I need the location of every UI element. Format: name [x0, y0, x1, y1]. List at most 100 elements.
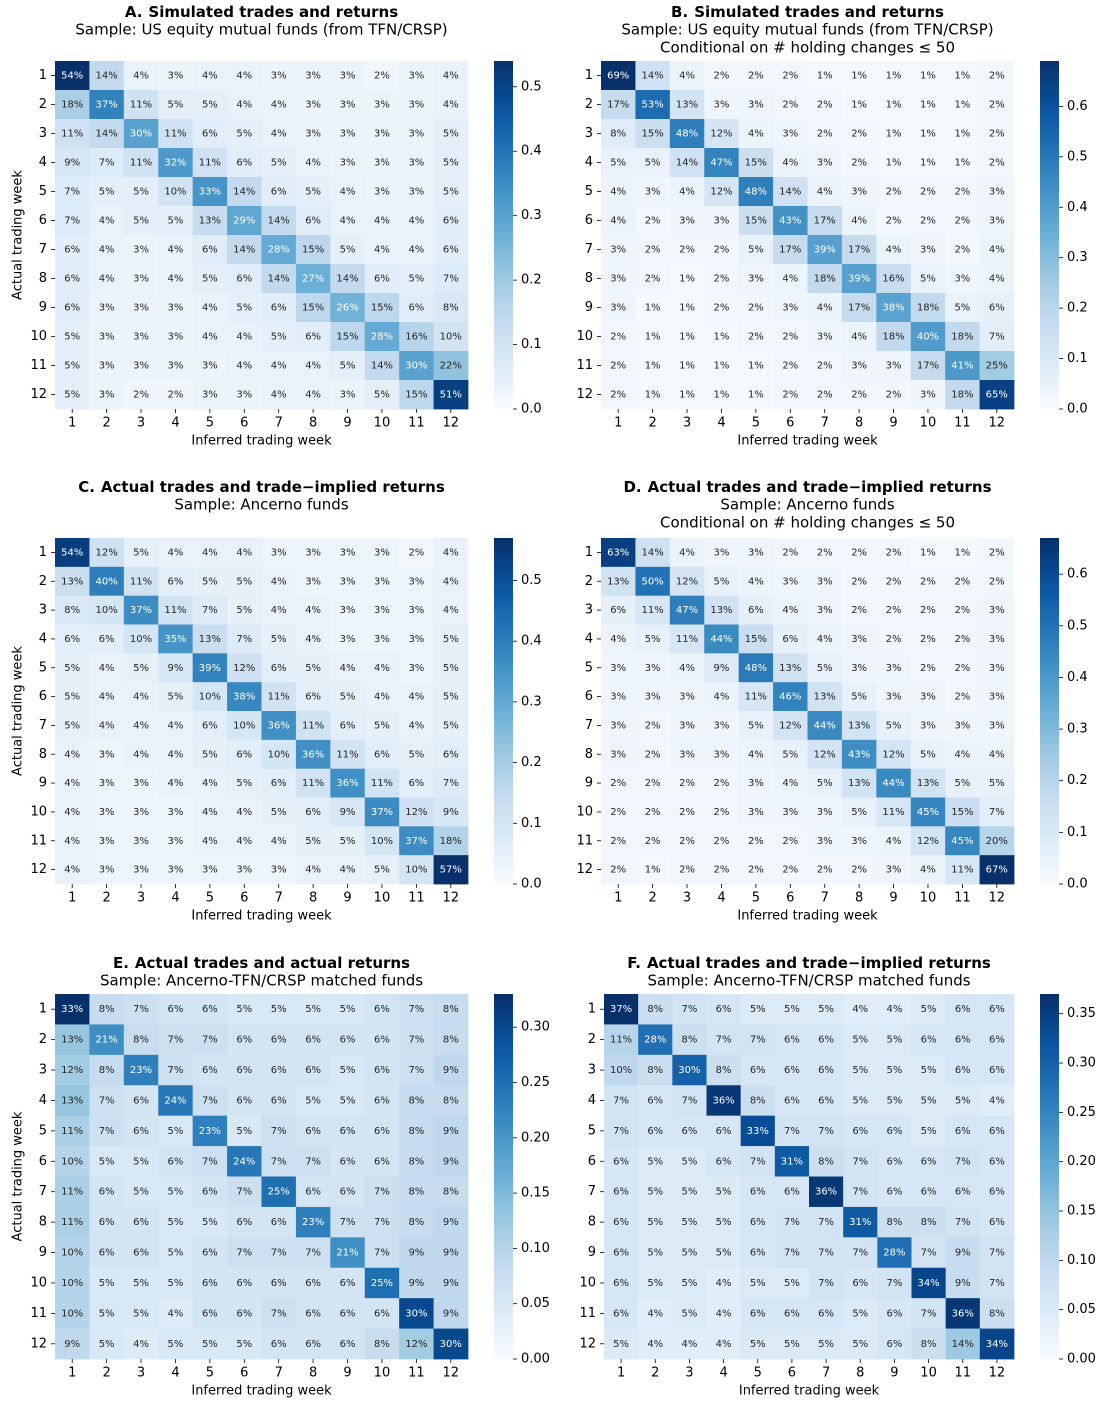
heatmap-cell: [89, 1328, 125, 1360]
x-tick-label: 11: [408, 1366, 425, 1381]
heatmap-cell: [809, 1328, 844, 1360]
heatmap-cell: [807, 797, 843, 827]
heatmap-cell: [843, 1267, 878, 1299]
cell-label: 6%: [99, 634, 115, 645]
cell-label: 13%: [917, 778, 939, 789]
cell-label: 5%: [64, 692, 80, 703]
heatmap-cell: [843, 994, 878, 1025]
heatmap-cell: [89, 1176, 125, 1208]
heatmap-cell: [158, 1176, 194, 1208]
heatmap-cell: [399, 1298, 434, 1329]
heatmap-cell: [704, 148, 740, 178]
x-tick-label: 11: [954, 416, 971, 431]
cell-label: 5%: [305, 836, 321, 847]
cell-label: 18%: [951, 390, 973, 401]
cell-label: 6%: [202, 720, 218, 731]
cell-label: 6%: [236, 158, 252, 169]
cell-label: 6%: [818, 1095, 834, 1106]
y-tick-label: 3: [585, 126, 593, 141]
cell-label: 5%: [236, 303, 252, 314]
heatmap-cell: [635, 797, 671, 827]
heatmap-cell: [638, 1176, 673, 1208]
heatmap-cell: [89, 855, 125, 885]
heatmap-cell: [876, 826, 912, 856]
colorbar-tick-label: 0.05: [521, 1296, 550, 1311]
y-tick-label: 8: [39, 1215, 47, 1230]
heatmap-cell: [433, 797, 469, 827]
heatmap-cell: [433, 711, 469, 741]
cell-label: 6%: [236, 1278, 252, 1289]
cell-label: 7%: [681, 1095, 697, 1106]
cell-label: 1%: [920, 547, 936, 558]
cell-label: 6%: [750, 1248, 766, 1259]
cell-label: 6%: [818, 1308, 834, 1319]
heatmap-cell: [740, 1115, 776, 1147]
colorbar-tick-label: 0.3: [1067, 250, 1088, 265]
cell-label: 2%: [782, 836, 798, 847]
heatmap-cell: [807, 855, 843, 885]
cell-label: 4%: [168, 720, 184, 731]
cell-label: 12%: [779, 720, 801, 731]
cell-label: 3%: [168, 303, 184, 314]
cell-label: 4%: [99, 245, 115, 256]
cell-label: 5%: [271, 158, 287, 169]
cell-label: 7%: [613, 1126, 629, 1137]
panel-title: D. Actual trades and trade−implied return…: [623, 478, 991, 496]
cell-label: 2%: [886, 216, 902, 227]
heatmap-cell: [910, 235, 946, 265]
x-tick-label: 8: [856, 1366, 864, 1381]
cell-label: 5%: [408, 749, 424, 760]
heatmap-cell: [911, 994, 947, 1025]
heatmap-cell: [295, 264, 331, 294]
cell-label: 30%: [405, 1308, 427, 1319]
cell-label: 6%: [750, 1065, 766, 1076]
cell-label: 6%: [750, 1308, 766, 1319]
cell-label: 5%: [852, 1095, 868, 1106]
cell-label: 5%: [271, 634, 287, 645]
x-tick-label: 3: [683, 891, 691, 906]
cell-label: 2%: [817, 100, 833, 111]
cell-label: 5%: [374, 865, 390, 876]
heatmap-cell: [669, 624, 705, 654]
heatmap-cell: [841, 826, 877, 856]
heatmap-cell: [399, 61, 434, 91]
cell-label: 37%: [610, 1004, 632, 1015]
heatmap-cell: [123, 1146, 159, 1177]
x-tick-label: 3: [683, 416, 691, 431]
heatmap-cell: [774, 1328, 810, 1360]
heatmap-cell: [295, 322, 331, 352]
cell-label: 2%: [714, 303, 730, 314]
heatmap-cell: [945, 61, 980, 91]
cell-label: 6%: [99, 1217, 115, 1228]
cell-label: 1%: [851, 71, 867, 82]
cell-label: 3%: [679, 749, 695, 760]
heatmap-cell: [261, 797, 297, 827]
heatmap-cell: [433, 595, 469, 625]
heatmap-cell: [669, 264, 705, 294]
cell-label: 5%: [271, 807, 287, 818]
heatmap-cell: [261, 682, 297, 712]
cell-label: 3%: [817, 332, 833, 343]
cell-label: 2%: [851, 158, 867, 169]
cell-label: 3%: [99, 807, 115, 818]
cell-label: 2%: [851, 547, 867, 558]
heatmap-cell: [841, 739, 877, 770]
cell-label: 4%: [748, 129, 764, 140]
heatmap-cell: [227, 1298, 262, 1329]
cell-label: 3%: [748, 807, 764, 818]
heatmap-cell: [876, 711, 912, 741]
x-tick-label: 2: [102, 416, 110, 431]
cell-label: 10%: [610, 1065, 632, 1076]
heatmap-cell: [55, 1237, 90, 1269]
cell-label: 4%: [374, 663, 390, 674]
heatmap-cell: [638, 1024, 673, 1056]
cell-label: 4%: [374, 245, 390, 256]
heatmap-cell: [295, 380, 331, 410]
cell-label: 4%: [236, 836, 252, 847]
cell-label: 3%: [340, 547, 356, 558]
cell-label: 57%: [440, 865, 462, 876]
cell-label: 5%: [645, 634, 661, 645]
cell-label: 23%: [199, 1126, 221, 1137]
cell-label: 7%: [168, 1035, 184, 1046]
